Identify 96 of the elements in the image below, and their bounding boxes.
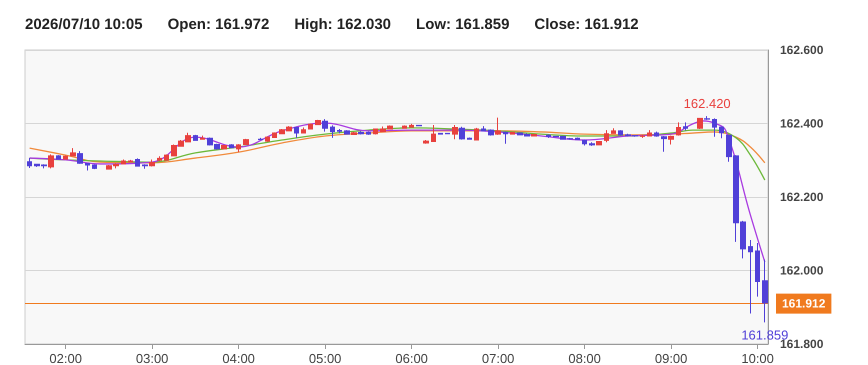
candlestick — [596, 140, 602, 146]
candlestick — [704, 116, 710, 120]
candlestick — [668, 135, 674, 145]
x-tick-label: 02:00 — [49, 351, 82, 365]
candlestick — [236, 144, 241, 153]
candlestick — [221, 144, 227, 150]
candlestick — [676, 122, 681, 136]
candlestick — [474, 127, 479, 141]
x-tick-label: 08:00 — [568, 351, 601, 365]
candlestick — [77, 150, 83, 164]
candlestick — [63, 154, 68, 160]
candlestick — [654, 131, 659, 138]
candlestick — [618, 130, 623, 136]
candlestick — [121, 159, 126, 165]
candlestick — [315, 119, 321, 126]
candlestick — [640, 134, 645, 138]
candlestick — [200, 135, 205, 140]
candlestick — [531, 134, 537, 137]
candlestick — [762, 258, 768, 323]
candlestick — [142, 164, 148, 170]
candlestick — [157, 156, 162, 162]
candlestick — [27, 158, 32, 168]
candlestick — [647, 130, 652, 137]
candlestick — [582, 139, 587, 146]
line-series — [28, 127, 766, 181]
text: Low: 161.859 — [416, 16, 510, 33]
candlestick — [402, 124, 407, 130]
candlestick — [503, 131, 508, 144]
candlestick — [351, 131, 357, 136]
candlestick — [604, 130, 609, 143]
x-tick-label: 03:00 — [136, 351, 168, 365]
candlestick — [265, 136, 270, 142]
candlestick — [575, 136, 580, 141]
y-tick-label: 162.000 — [780, 264, 824, 278]
candlestick — [683, 122, 688, 131]
candlestick — [294, 126, 299, 138]
candlestick — [423, 140, 429, 144]
candlestick — [546, 134, 551, 138]
candlestick — [337, 128, 342, 134]
y-tick-label: 162.200 — [780, 190, 824, 204]
x-tick-label: 05:00 — [308, 351, 342, 365]
candlestick — [409, 123, 414, 128]
chart-title: 2026/07/10 10:05 — [25, 16, 143, 33]
x-tick-label: 04:00 — [222, 351, 255, 365]
x-tick-label: 10:00 — [741, 351, 774, 365]
candlestick — [431, 124, 436, 142]
candlestick — [164, 154, 169, 162]
candlestick — [373, 128, 378, 136]
candlestick — [510, 131, 515, 136]
candlestick — [149, 159, 155, 167]
candlestick — [70, 148, 76, 157]
candlestick — [452, 124, 458, 140]
candlestick — [308, 123, 313, 130]
candlestick — [272, 132, 277, 138]
candlestick — [193, 134, 198, 142]
candlestick — [92, 164, 97, 170]
candlestick — [366, 131, 371, 136]
text: Close: 161.912 — [534, 16, 639, 33]
line-series — [28, 130, 766, 164]
candlestick — [322, 118, 328, 132]
candlestick — [589, 142, 595, 146]
line-series — [28, 120, 766, 263]
candlestick — [301, 127, 306, 134]
ref-line-label: 161.912 — [782, 296, 826, 311]
candlestick — [330, 124, 335, 138]
candlestick — [85, 162, 90, 172]
candlestick — [748, 240, 753, 314]
candlestick — [467, 136, 472, 140]
candlestick — [135, 158, 140, 167]
candlestick — [128, 159, 133, 163]
x-tick-label: 06:00 — [395, 351, 428, 365]
candlestick — [481, 126, 486, 132]
candlestick — [344, 130, 350, 136]
candlestick — [719, 126, 724, 139]
candlestick — [495, 117, 501, 136]
candlestick — [243, 138, 249, 146]
x-tick-label: 07:00 — [482, 351, 514, 365]
y-tick-label: 162.600 — [780, 43, 824, 57]
candlestick — [712, 118, 717, 138]
candlestick — [611, 128, 616, 134]
text: High: 162.030 — [294, 16, 392, 33]
candlestick — [258, 137, 263, 140]
candlestick — [697, 117, 703, 130]
x-tick-label: 09:00 — [654, 351, 688, 365]
candlestick — [459, 126, 465, 140]
candlestick — [755, 242, 760, 298]
candlestick — [358, 130, 364, 136]
y-tick-label: 162.400 — [780, 116, 824, 130]
candlestick — [48, 154, 54, 169]
candlestick — [661, 135, 667, 152]
candlestick — [56, 154, 61, 160]
annotation: 162.420 — [684, 96, 731, 112]
candlestick — [438, 132, 443, 136]
text: Open: 161.972 — [168, 16, 270, 33]
candlestick — [229, 144, 234, 149]
candlestick — [488, 128, 494, 136]
